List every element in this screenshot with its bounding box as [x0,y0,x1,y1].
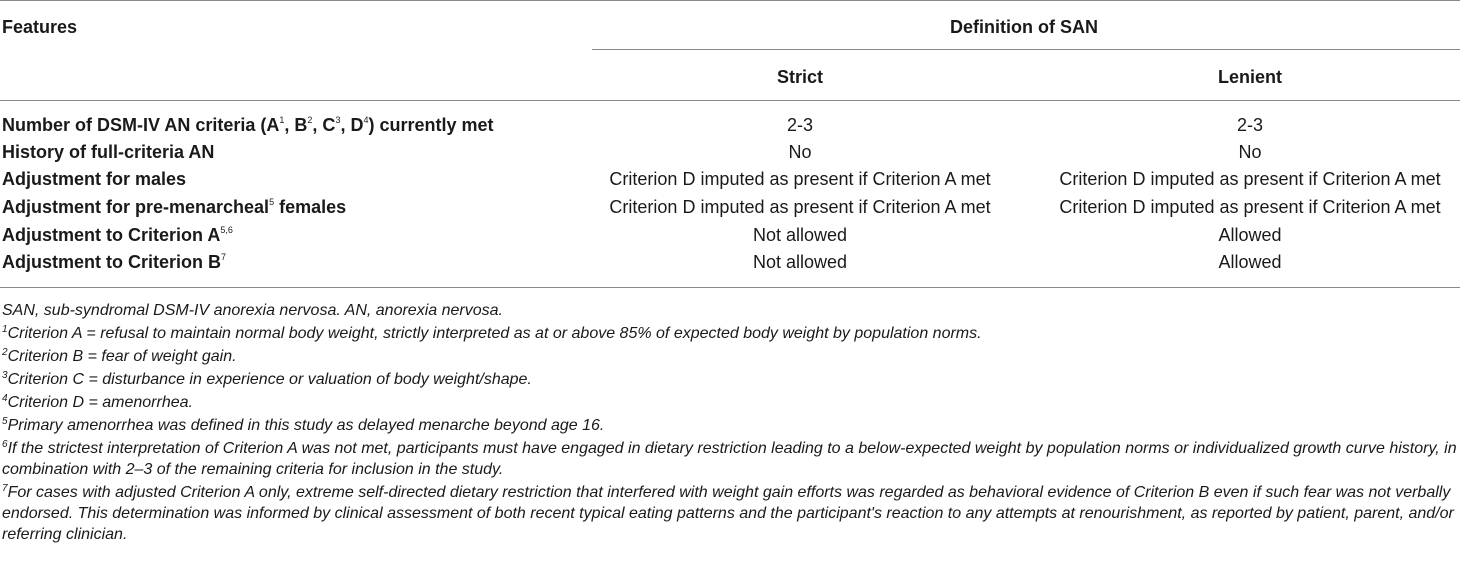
footnote-abbreviations: SAN, sub-syndromal DSM-IV anorexia nervo… [2,302,503,319]
row-strict: Criterion D imputed as present if Criter… [609,197,991,217]
row-lenient: 2-3 [1236,115,1263,135]
row-strict: Not allowed [752,252,848,272]
header-lenient: Lenient [1217,67,1282,87]
row-feature: History of full-criteria AN [2,142,215,162]
header-strict: Strict [776,67,823,87]
table-row: Adjustment for pre-menarcheal5 females C… [0,194,1460,221]
definition-rule [592,49,1460,50]
row-strict: Criterion D imputed as present if Criter… [609,169,991,189]
row-feature: Adjustment to Criterion B7 [2,252,227,272]
footnote-5: 5Primary amenorrhea was defined in this … [2,416,605,435]
table-row: History of full-criteria AN No No [0,139,1460,166]
table-row: Adjustment for males Criterion D imputed… [0,166,1460,193]
footnote-2: 2Criterion B = fear of weight gain. [2,347,237,366]
row-feature: Adjustment for pre-menarcheal5 females [2,197,347,217]
table-row: Adjustment to Criterion B7 Not allowed A… [0,249,1460,276]
row-lenient: Criterion D imputed as present if Criter… [1059,197,1441,217]
row-lenient: No [1238,142,1262,162]
row-strict: Not allowed [752,225,848,245]
row-strict: 2-3 [786,115,813,135]
row-feature: Number of DSM-IV AN criteria (A1, B2, C3… [2,115,494,135]
row-feature: Adjustment to Criterion A5,6 [2,225,233,245]
footnote-4: 4Criterion D = amenorrhea. [2,393,193,412]
header-bottom-rule [0,100,1460,101]
header-definition: Definition of SAN [950,17,1098,37]
top-rule [0,0,1460,1]
table-row: Adjustment to Criterion A5,6 Not allowed… [0,222,1460,249]
row-lenient: Criterion D imputed as present if Criter… [1059,169,1441,189]
footnote-7: 7For cases with adjusted Criterion A onl… [2,483,1454,544]
header-features: Features [2,17,78,37]
footnote-3: 3Criterion C = disturbance in experience… [2,370,532,389]
row-lenient: Allowed [1218,225,1282,245]
row-feature: Adjustment for males [2,169,187,189]
row-strict: No [788,142,812,162]
footnote-1: 1Criterion A = refusal to maintain norma… [2,324,982,343]
table-bottom-rule [0,287,1460,288]
table-row: Number of DSM-IV AN criteria (A1, B2, C3… [0,112,1460,139]
row-lenient: Allowed [1218,252,1282,272]
footnotes: SAN, sub-syndromal DSM-IV anorexia nervo… [2,300,1458,547]
footnote-6: 6If the strictest interpretation of Crit… [2,439,1457,479]
